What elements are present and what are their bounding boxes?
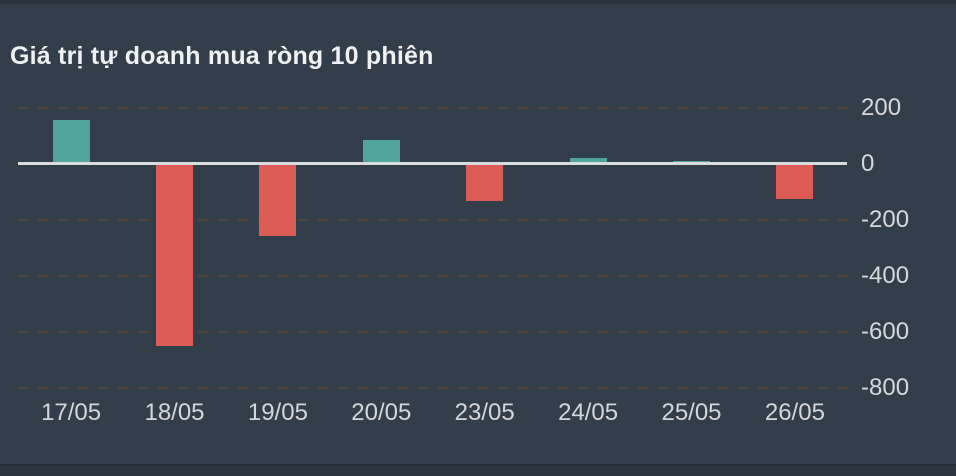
bottom-border-strip [0,464,956,476]
y-axis-label--600: -600 [861,317,910,345]
bar-18-05[interactable] [156,165,193,346]
x-axis-label-26-05: 26/05 [764,399,825,426]
x-axis-label-18-05: 18/05 [144,399,205,426]
gridline--200 [18,218,850,221]
gridline--800 [18,386,850,389]
y-axis-label-0: 0 [861,149,875,177]
bar-24-05[interactable] [569,157,607,162]
y-axis-label-200: 200 [861,93,902,121]
top-border-strip [0,0,956,4]
gridline--400 [18,274,850,277]
chart-title: Giá trị tự doanh mua ròng 10 phiên [10,42,434,70]
x-axis-label-24-05: 24/05 [558,399,619,426]
y-axis-label--400: -400 [861,261,910,289]
bar-26-05[interactable] [776,165,814,199]
gridline--600 [18,330,850,333]
x-axis-label-17-05: 17/05 [41,399,102,426]
x-axis-label-19-05: 19/05 [247,399,308,426]
bar-20-05[interactable] [362,139,400,162]
bar-17-05[interactable] [52,120,90,162]
bar-19-05[interactable] [259,165,297,237]
bar-23-05[interactable] [466,165,504,202]
x-axis-label-23-05: 23/05 [454,399,515,426]
zero-axis-line [18,162,847,165]
bar-25-05[interactable] [673,160,710,162]
gridline-200 [18,106,850,109]
x-axis-label-25-05: 25/05 [661,399,722,426]
x-axis-label-20-05: 20/05 [351,399,412,426]
y-axis-label--800: -800 [861,373,910,401]
y-axis-label--200: -200 [861,205,910,233]
